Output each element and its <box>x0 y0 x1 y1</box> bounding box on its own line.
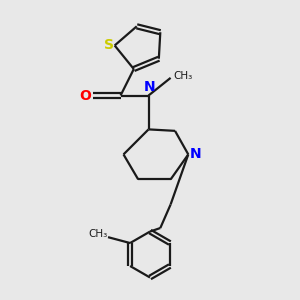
Text: CH₃: CH₃ <box>88 229 107 239</box>
Text: O: O <box>79 88 91 103</box>
Text: S: S <box>104 38 114 52</box>
Text: N: N <box>143 80 155 94</box>
Text: N: N <box>190 147 202 161</box>
Text: CH₃: CH₃ <box>173 71 193 81</box>
